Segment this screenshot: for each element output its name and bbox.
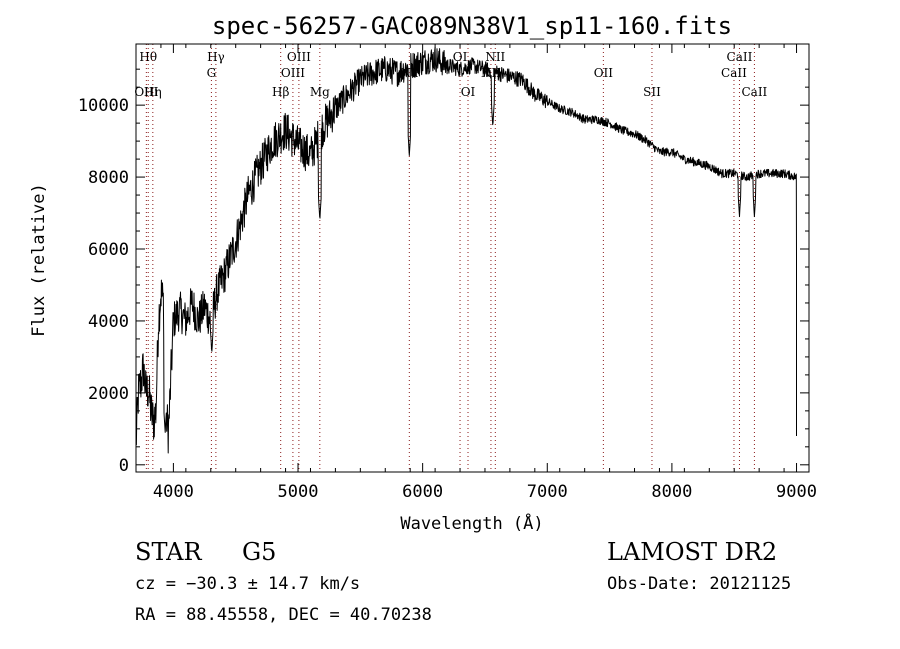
- spectral-line-label: CaII: [727, 50, 753, 64]
- y-tick-label: 6000: [88, 240, 129, 260]
- spectral-line-label: Hγ: [207, 50, 225, 64]
- spectral-line-label: OII: [594, 66, 614, 80]
- x-axis-label: Wavelength (Å): [400, 512, 543, 534]
- spectral-line-label: OI: [461, 85, 476, 99]
- y-tick-label: 2000: [88, 384, 129, 404]
- redshift-readout: cz = −30.3 ± 14.7 km/s: [135, 574, 361, 594]
- spectral-line-label: OI: [453, 50, 468, 64]
- spectral-line-label: OIII: [281, 66, 305, 80]
- spectral-line-label: Mg: [310, 85, 330, 99]
- spectrum-line: [135, 46, 797, 454]
- coordinates-readout: RA = 88.45558, DEC = 40.70238: [135, 605, 432, 625]
- spectral-line-label: SII: [643, 85, 661, 99]
- y-tick-label: 4000: [88, 312, 129, 332]
- x-tick-label: 7000: [527, 482, 568, 502]
- object-subclass-label: G5: [242, 538, 277, 566]
- y-tick-label: 8000: [88, 168, 129, 188]
- y-tick-label: 10000: [78, 96, 129, 116]
- x-tick-label: 5000: [278, 482, 319, 502]
- y-axis-label: Flux (relative): [29, 183, 49, 337]
- axes: 4000 5000 6000 7000 8000 9000 0 2000 4000 6000 800…: [78, 44, 817, 502]
- spectral-line-label: Hη: [144, 85, 162, 99]
- spectrum-series: [135, 46, 797, 454]
- y-tick-label: 0: [119, 456, 129, 476]
- spectral-line-label: G: [207, 66, 217, 80]
- object-class-label: STAR: [135, 538, 202, 566]
- x-tick-label: 6000: [402, 482, 443, 502]
- spectral-line-label: CaII: [741, 85, 767, 99]
- obs-date-readout: Obs-Date: 20121125: [607, 574, 792, 594]
- x-tick-label: 8000: [651, 482, 692, 502]
- spectral-line-label: Hθ: [139, 50, 157, 64]
- plot-frame: [135, 43, 810, 473]
- x-tick-label: 9000: [776, 482, 817, 502]
- spectral-line-label: CaII: [721, 66, 747, 80]
- spectral-line-label: OIII: [287, 50, 311, 64]
- survey-label: LAMOST DR2: [607, 538, 778, 566]
- spectral-line-label: Hβ: [272, 85, 289, 99]
- spectral-line-label: NII: [485, 50, 505, 64]
- x-tick-label: 4000: [153, 482, 194, 502]
- chart-title: spec-56257-GAC089N38V1_sp11-160.fits: [212, 12, 732, 40]
